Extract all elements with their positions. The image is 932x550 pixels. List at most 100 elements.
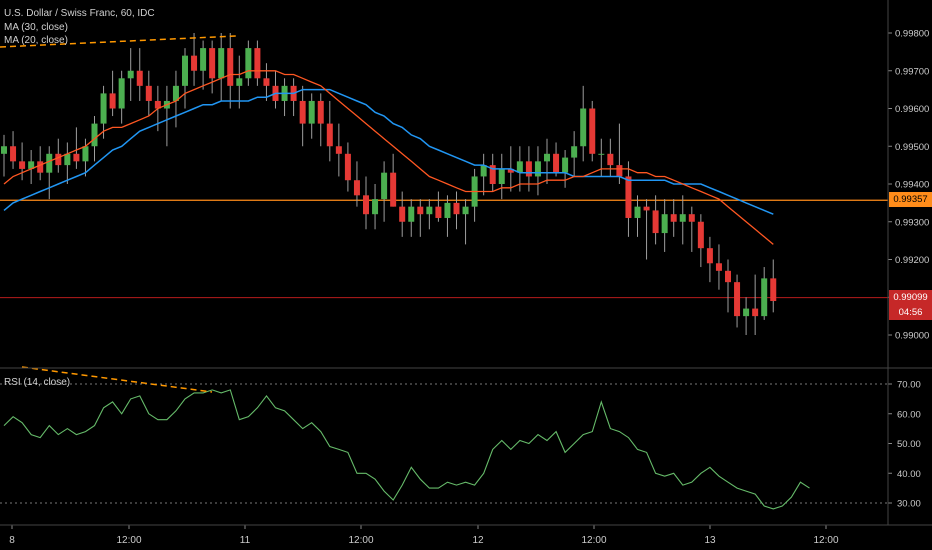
candle-down [326,123,333,147]
candle-up [1,146,7,154]
candle-down [507,168,514,173]
candle-down [770,278,777,302]
rsi-tick-label: 40.00 [897,469,921,480]
candle-down [616,165,623,177]
candle-up [534,161,541,177]
price-tick-label: 0.99200 [895,255,929,266]
rsi-tick-label: 70.00 [897,380,921,391]
last-price-tag: 0.99099 [889,290,932,305]
price-tick-label: 0.99400 [895,180,929,191]
candle-down [706,248,713,264]
candle-down [353,180,360,196]
time-tick-label: 11 [240,535,251,546]
candle-up [426,206,433,215]
candle-up [444,202,451,218]
time-tick-label: 8 [9,535,15,546]
candle-down [390,172,397,207]
candle-down [344,153,351,181]
candle-up [598,153,605,155]
candle-up [91,123,98,147]
rsi-legend[interactable]: RSI (14, close) [4,377,71,388]
candle-down [136,70,143,86]
candle-up [308,100,315,124]
candle-down [525,161,532,177]
ma30-line [3,88,774,215]
candle-down [10,146,17,162]
candle-down [607,153,614,166]
candle-down [154,100,161,109]
price-tick-label: 0.99800 [895,29,929,40]
candle-down [670,214,677,222]
time-tick-label: 12:00 [348,535,373,546]
rsi-line [3,389,810,510]
candle-up [200,48,207,71]
candle-up [761,278,768,317]
candle-up [28,161,35,169]
candle-up [236,78,243,86]
time-tick-label: 12 [472,535,484,546]
ma20-line [3,70,774,245]
ma20-legend[interactable]: MA (20, close) [4,35,68,46]
candle-down [589,108,596,154]
candle-up [64,153,71,166]
candle-up [743,308,750,317]
candle-up [218,48,225,79]
candle-up [544,153,550,162]
candle-down [399,206,406,222]
candle-up [245,48,252,79]
candle-up [372,199,379,215]
candle-up [381,172,388,200]
candle-up [679,214,686,222]
candle-down [37,161,44,173]
candle-down [489,165,496,184]
candle-up [172,85,179,101]
candle-down [73,153,80,162]
time-axis[interactable]: 8 12:00 11 12:00 12 12:00 13 12:00 [9,525,839,546]
candle-down [363,195,369,215]
candle-down [553,153,560,173]
rsi-tick-label: 50.00 [897,439,921,450]
rsi-pane[interactable] [0,366,888,510]
candle-up [182,55,188,86]
candle-down [725,270,731,283]
candle-up [462,206,469,215]
price-pane[interactable] [0,33,888,335]
candle-down [697,221,704,249]
ma30-legend[interactable]: MA (30, close) [4,22,68,33]
candle-down [734,282,741,317]
candle-up [571,146,578,158]
candle-down [227,48,234,86]
candle-down [688,214,695,222]
time-tick-label: 12:00 [116,535,141,546]
price-tick-label: 0.99300 [895,217,929,228]
candle-up [516,161,523,173]
time-tick-label: 12:00 [581,535,606,546]
candle-up [118,78,125,109]
chart-title: U.S. Dollar / Swiss Franc, 60, IDC [4,8,155,19]
candle-down [417,206,424,215]
candle-down [453,202,460,215]
level-price-tag: 0.99357 [889,192,932,207]
candle-down [254,48,261,79]
candle-down [19,161,26,169]
candle-down [145,85,152,101]
rsi-axis[interactable]: 70.00 60.00 50.00 40.00 30.00 [888,380,921,510]
candle-down [715,263,722,271]
time-tick-label: 12:00 [813,535,838,546]
countdown-tag: 04:56 [889,305,932,320]
time-tick-label: 13 [704,535,716,546]
candle-down [299,100,306,124]
candle-down [652,210,659,234]
candle-up [634,206,641,218]
candle-down [752,308,759,317]
candle-up [100,93,107,124]
price-tick-label: 0.99600 [895,104,929,115]
candle-up [480,165,487,177]
candle-up [498,168,505,184]
price-tick-label: 0.99700 [895,66,929,77]
candle-up [661,214,668,234]
candle-down [55,153,62,166]
candle-up [46,153,53,173]
candle-up [82,146,89,162]
